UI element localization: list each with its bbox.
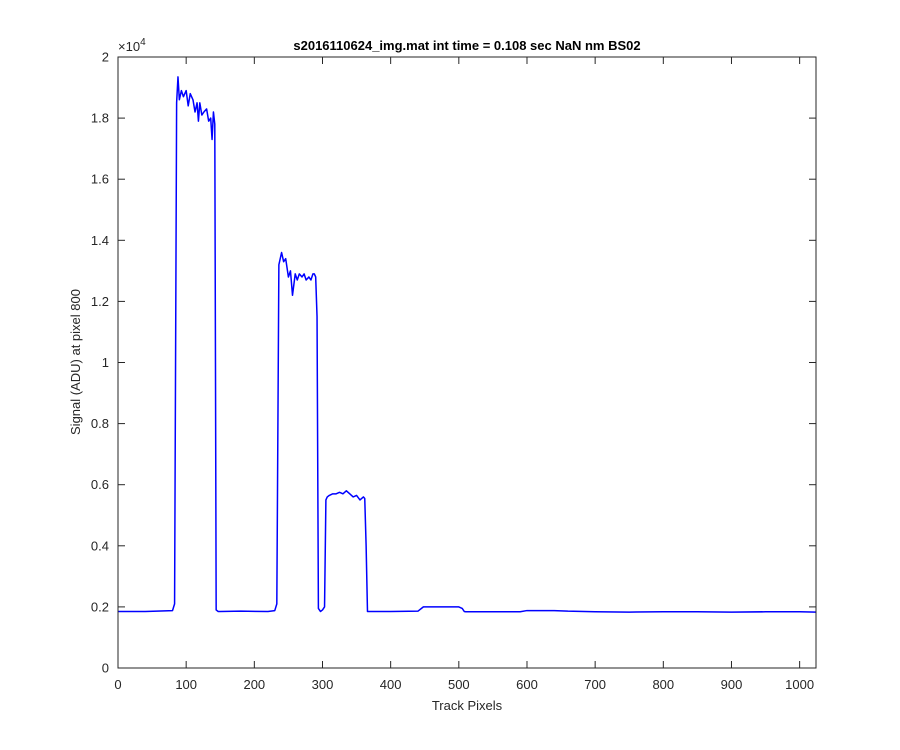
x-tick-label: 400 <box>380 677 402 692</box>
y-tick-label: 1.4 <box>91 233 109 248</box>
x-tick-label: 600 <box>516 677 538 692</box>
y-axis-label: Signal (ADU) at pixel 800 <box>68 289 83 435</box>
plot-area-frame <box>117 56 817 669</box>
x-tick-label: 300 <box>312 677 334 692</box>
y-axis-exponent: ×104 <box>118 37 146 54</box>
y-axis-exponent-power: 4 <box>140 37 146 48</box>
series-layer <box>118 76 817 613</box>
y-axis-exponent-base: ×10 <box>118 39 140 54</box>
x-tick-label: 700 <box>584 677 606 692</box>
plot-area-background <box>118 57 816 668</box>
y-tick-label: 0.4 <box>91 538 109 553</box>
y-tick-label: 2 <box>102 50 109 65</box>
y-tick-label: 1.6 <box>91 172 109 187</box>
x-tick-label: 500 <box>448 677 470 692</box>
y-tick-label: 0.6 <box>91 477 109 492</box>
y-tick-label: 0.8 <box>91 416 109 431</box>
x-tick-label: 1000 <box>785 677 814 692</box>
x-tick-label: 100 <box>175 677 197 692</box>
y-tick-label: 0 <box>102 661 109 676</box>
x-tick-label: 0 <box>114 677 121 692</box>
series-line-0 <box>118 76 817 613</box>
x-tick-label: 200 <box>243 677 265 692</box>
x-tick-label: 900 <box>721 677 743 692</box>
x-axis-label: Track Pixels <box>432 698 503 713</box>
y-tick-label: 1 <box>102 355 109 370</box>
labels-layer: 0 100 200 300 400 500 600 700 800 900 1000 0 0.2 0.4 0… <box>91 50 814 693</box>
x-tick-label: 800 <box>652 677 674 692</box>
y-tick-label: 1.2 <box>91 294 109 309</box>
y-tick-label: 0.2 <box>91 599 109 614</box>
y-tick-label: 1.8 <box>91 111 109 126</box>
chart-title: s2016110624_img.mat int time = 0.108 sec… <box>293 38 640 53</box>
